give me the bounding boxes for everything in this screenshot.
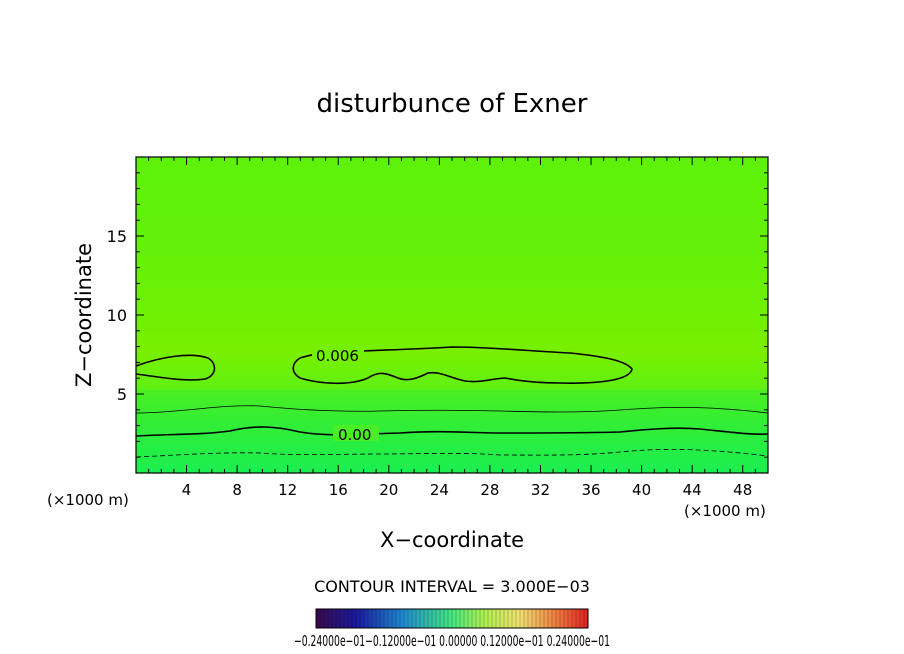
x-tick-label: 28	[480, 481, 499, 499]
contour-interval-text: CONTOUR INTERVAL = 3.000E−03	[314, 577, 590, 596]
x-tick-label: 20	[379, 481, 398, 499]
contour-line-negative	[136, 448, 768, 458]
plot-area: 0.006 0.00	[136, 157, 768, 473]
colorbar-stripes	[319, 609, 585, 628]
x-tick-label: 32	[531, 481, 550, 499]
contour-line-0006-left	[136, 354, 216, 381]
x-tick-label: 4	[182, 481, 192, 499]
x-scale-note-left: (×1000 m)	[47, 491, 129, 509]
colorbar	[315, 608, 589, 629]
y-axis-label: Z−coordinate	[72, 243, 96, 387]
contour-line-upper-band	[136, 405, 768, 414]
x-tick-label: 44	[683, 481, 702, 499]
contour-field	[136, 157, 768, 473]
contour-line-0006-center	[292, 346, 633, 385]
x-tick-label: 24	[430, 481, 449, 499]
chart-title: disturbunce of Exner	[317, 89, 588, 119]
x-tick-label: 40	[632, 481, 651, 499]
contour-label-0006: 0.006	[316, 347, 359, 365]
y-tick-label: 10	[107, 306, 127, 325]
y-tick-label: 15	[107, 227, 127, 246]
contour-line-zero	[136, 426, 768, 437]
x-tick-label: 8	[232, 481, 242, 499]
x-axis-label: X−coordinate	[380, 528, 524, 552]
x-tick-label: 12	[278, 481, 297, 499]
x-tick-label: 16	[329, 481, 348, 499]
x-scale-note-right: (×1000 m)	[684, 502, 766, 520]
x-tick-label: 36	[581, 481, 600, 499]
x-axis-ticks: 4 8 12 16 20 24 28 32 36 40 44 48	[148, 157, 756, 499]
y-tick-label: 5	[117, 385, 127, 404]
colorbar-bar	[315, 608, 589, 629]
x-tick-label: 48	[733, 481, 752, 499]
y-axis-ticks: 5 10 15	[107, 172, 768, 458]
contour-label-000: 0.00	[338, 426, 371, 444]
colorbar-labels: −0.24000e−01−0.12000e−01 0.00000 0.12000…	[294, 632, 610, 650]
